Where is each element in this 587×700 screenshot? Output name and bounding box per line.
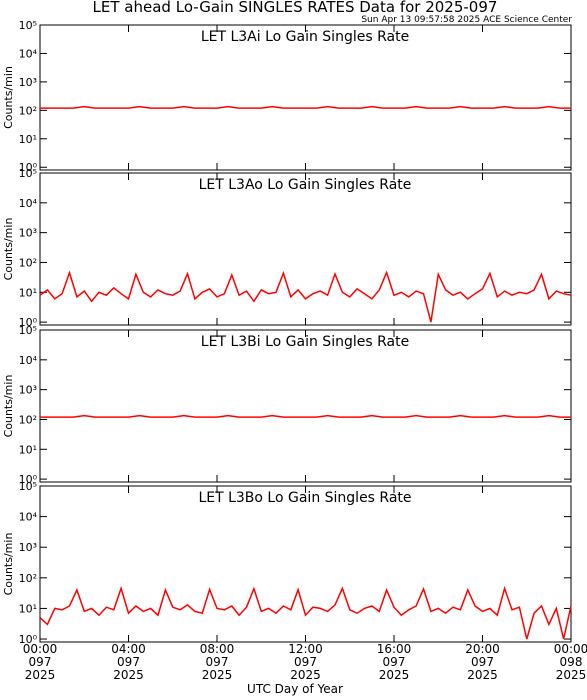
y-tick-label: 10¹ <box>19 133 37 146</box>
y-tick-label: 10⁵ <box>19 167 37 180</box>
plot-frame <box>39 485 572 643</box>
x-tick-label: 20:00 097 2025 <box>465 642 500 682</box>
x-tick-label: 12:00 097 2025 <box>288 642 323 682</box>
y-tick-label: 10³ <box>19 76 37 89</box>
panel-title: LET L3Bi Lo Gain Singles Rate <box>201 334 409 350</box>
data-line <box>40 105 571 109</box>
data-line <box>39 270 572 323</box>
y-tick-label: 10⁰ <box>19 633 38 646</box>
y-tick-label: 10¹ <box>19 286 37 299</box>
y-tick-label: 10¹ <box>19 602 37 615</box>
y-tick-label: 10³ <box>19 541 37 554</box>
y-tick-label: 10³ <box>19 384 37 397</box>
y-tick-label: 10⁴ <box>19 197 38 210</box>
y-tick-label: 10⁵ <box>19 324 37 337</box>
panel-title: LET L3Ai Lo Gain Singles Rate <box>201 29 409 45</box>
y-tick-label: 10³ <box>19 227 37 240</box>
y-tick-label: 10⁰ <box>19 161 38 174</box>
x-tick-label: 08:00 097 2025 <box>199 642 235 682</box>
plot-frame <box>39 172 572 326</box>
data-line <box>40 414 571 418</box>
y-tick-label: 10² <box>19 572 37 585</box>
x-tick-label: 04:00 097 2025 <box>111 642 146 682</box>
panel-title: LET L3Bo Lo Gain Singles Rate <box>198 490 411 506</box>
y-tick-label: 10² <box>19 413 37 426</box>
panel-title: LET L3Ao Lo Gain Singles Rate <box>199 177 412 193</box>
y-tick-label: 10⁵ <box>19 19 37 32</box>
page-title: LET ahead Lo-Gain SINGLES RATES Data for… <box>93 0 498 16</box>
y-tick-label: 10⁴ <box>19 511 38 524</box>
data-line <box>39 585 572 640</box>
x-tick-label: 00:00 097 2025 <box>22 642 58 682</box>
y-axis-label: Counts/min <box>2 66 15 129</box>
y-axis-label: Counts/min <box>2 533 15 596</box>
y-tick-label: 10⁰ <box>19 473 38 486</box>
y-axis-label: Counts/min <box>2 375 15 438</box>
y-axis-label: Counts/min <box>2 218 15 281</box>
plot-frame <box>39 24 572 171</box>
x-tick-label: 00:00 098 2025 <box>553 642 587 682</box>
y-tick-label: 10⁴ <box>19 47 38 60</box>
y-tick-label: 10¹ <box>19 443 37 456</box>
x-axis-label: UTC Day of Year <box>247 682 343 696</box>
y-tick-label: 10² <box>19 256 37 269</box>
y-tick-label: 10² <box>19 104 37 117</box>
timestamp: Sun Apr 13 09:57:58 2025 ACE Science Cen… <box>361 15 572 25</box>
y-tick-label: 10⁰ <box>19 316 38 329</box>
x-tick-label: 16:00 097 2025 <box>376 642 412 682</box>
y-tick-label: 10⁵ <box>19 480 37 493</box>
plot-frame <box>39 329 572 483</box>
y-tick-label: 10⁴ <box>19 354 38 367</box>
